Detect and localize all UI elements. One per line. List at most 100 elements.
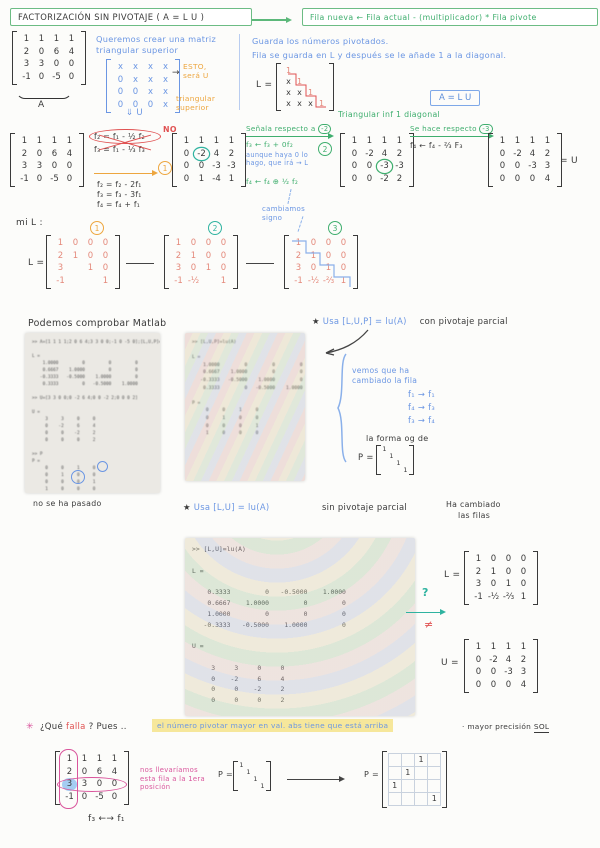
sehace-heading: Se hace respecto -3 — [410, 124, 493, 134]
mode2-label: sin pivotaje parcial — [322, 502, 408, 512]
step1-op-1: f₂ = f₂ - 2f₁ — [97, 180, 142, 189]
usa2-label: Usa — [193, 502, 211, 512]
asterisk-icon: ✳ — [26, 722, 34, 732]
op-f4b: f₄ ← f₄ - ⅔ F₃ — [410, 141, 463, 150]
step1-op-3: f₄ = f₄ + f₁ — [97, 200, 141, 209]
row-swap-note: f₃ ←→ f₁ — [88, 814, 125, 824]
annotation-circle-2 — [97, 461, 108, 472]
question-mark: ? — [422, 586, 429, 599]
l-sketch-label: L = — [256, 80, 273, 90]
step2-number: 2 — [318, 142, 332, 156]
senala-heading: Señala respecto a -2 — [246, 124, 332, 134]
star-icon: ★ — [312, 316, 320, 326]
sehace-text: Se hace respecto — [410, 124, 477, 133]
row-mapping-2: f₄ → f₃ — [408, 402, 436, 412]
alu-formula: A = L U — [439, 93, 472, 103]
usage2-line: ★ Usa [L,U] = lu(A) — [183, 502, 269, 512]
row-mapping-3: f₃ → f₄ — [408, 415, 436, 425]
note2-line1: Ha cambiado — [446, 500, 501, 509]
matrix-a-label: A — [38, 100, 45, 110]
observe-note: vemos que ha cambiado la fila — [352, 366, 418, 385]
l-hand-label: L = — [444, 570, 461, 580]
matlab-output-3: >> [L,U]=lu(A) L = 0.3333 0 -0.5000 1.00… — [192, 545, 346, 705]
p1-equals-label: P = — [218, 770, 233, 779]
que-falla-line: ¿Qué falla ? Pues .. — [40, 722, 127, 732]
esto-note: ESTO, será U — [183, 62, 209, 80]
matlab-output-2: >> [L,U,P]=lu(A) L = 1.0000 0 0 0 0.6667… — [192, 340, 303, 437]
u-pointer: ⇓ U — [126, 108, 143, 118]
step1-op-2: f₃ = f₃ - 3f₁ — [97, 190, 142, 199]
tail-text: mayor precisión — [467, 722, 532, 731]
matlab-output-1: >> A=[1 1 1 1;2 0 6 4;3 3 0 0;-1 0 -5 0]… — [32, 340, 160, 492]
matrix-step2: 1 1 1 1 0 -2 4 2 0 0 -3 -3 0 0 -2 2 — [340, 132, 414, 188]
q2-text: ? Pues .. — [88, 722, 127, 732]
mi-l-equals: L = — [28, 258, 45, 268]
red-x-mark — [98, 128, 152, 156]
l-step2-number: 2 — [208, 221, 222, 235]
q1-text: ¿Qué — [40, 722, 64, 732]
op-f3: f₃ ← f₃ + 0f₂ — [246, 140, 294, 149]
l-matrix-step3: 1 0 0 0 2 1 0 0 3 0 1 0 -1 -½ -⅔ 1 — [284, 234, 358, 290]
matlab-photo-3: >> [L,U]=lu(A) L = 0.3333 0 -0.5000 1.00… — [185, 538, 415, 716]
transition-line-1 — [126, 263, 154, 264]
equals-u-label: = U — [560, 156, 578, 166]
not-equal-sign: ≠ — [424, 618, 434, 631]
alu-box: A = L U — [430, 90, 481, 106]
blue-staircase-line — [292, 240, 351, 287]
fila-text: Fila se guarda en L y después se le añad… — [252, 50, 507, 60]
u-hand-matrix: 1 1 1 1 0 -2 4 2 0 0 -3 3 0 0 0 4 — [464, 638, 538, 694]
p-equals-label: P = — [358, 452, 374, 462]
usage1-line: ★ Usa [L,U,P] = lu(A) con pivotaje parci… — [312, 316, 508, 326]
underbrace — [16, 90, 72, 99]
matlab-heading: Podemos comprobar Matlab — [28, 318, 167, 329]
bottom-arrow — [287, 775, 345, 782]
title-box: FACTORIZACIÓN SIN PIVOTAJE ( A = L U ) — [10, 8, 252, 26]
mode1-label: con pivotaje parcial — [419, 316, 508, 326]
guarda-text: Guarda los números pivotados. — [252, 36, 389, 46]
blue-brace — [337, 353, 347, 463]
sign-connector — [287, 189, 292, 204]
dot-text: · — [462, 722, 465, 731]
page-title: FACTORIZACIÓN SIN PIVOTAJE ( A = L U ) — [18, 12, 205, 22]
senala-text: Señala respecto a — [246, 124, 316, 133]
esto-arrow: → — [172, 68, 180, 78]
matrix-step1: 1 1 1 1 0 -2 4 2 0 0 -3 -3 0 1 -4 1 — [172, 132, 246, 188]
triangular-inf-note: Triangular inf 1 diagonal — [338, 110, 440, 119]
row-mapping-1: f₁ → f₁ — [408, 389, 436, 399]
cambiamos-note: cambiamos signo — [262, 205, 306, 222]
formula2: [L,U] = lu(A) — [213, 502, 270, 512]
l-hand-matrix: 1 0 0 0 2 1 0 0 3 0 1 0 -1 -½ -⅔ 1 — [464, 550, 538, 606]
matrix-a-step0: 1 1 1 1 2 0 6 4 3 3 0 0 -1 0 -5 0 — [10, 132, 84, 188]
step1-arrow — [94, 169, 158, 176]
flow-arrow — [252, 16, 292, 23]
matrix-u-final: 1 1 1 1 0 -2 4 2 0 0 -3 3 0 0 0 4 — [488, 132, 562, 188]
pink-row-oval — [57, 777, 127, 792]
red-staircase-line — [288, 73, 326, 108]
mi-l-heading: mi L : — [16, 218, 43, 228]
sehace-underline-arrow — [410, 132, 494, 139]
pivot-rule: Fila nueva ← Fila actual - (multiplicado… — [310, 13, 537, 22]
highlighted-rule: el número pivotar mayor en val. abs tien… — [152, 719, 394, 732]
rule-box: Fila nueva ← Fila actual - (multiplicado… — [302, 8, 598, 26]
precision-note: · mayor precisión SOL — [462, 722, 550, 733]
transition-line-2 — [246, 263, 274, 264]
senala-pivot: -2 — [318, 124, 332, 134]
l-step1-number: 1 — [90, 221, 104, 235]
senala-underline-arrow — [246, 132, 334, 139]
matlab-photo-1: >> A=[1 1 1 1;2 0 6 4;3 3 0 0;-1 0 -5 0]… — [25, 333, 160, 493]
l-matrix-step2: 1 0 0 0 2 1 0 0 3 0 1 0 -1 -½ 1 — [164, 234, 238, 290]
l-matrix-step1: 1 0 0 0 2 1 0 0 3 1 0 -1 1 — [46, 234, 120, 290]
note2-line2: las filas — [458, 511, 491, 520]
op-f4: f₄ ← f₄ ⊕ ½ f₂ — [246, 177, 299, 186]
pointer-arrow — [325, 329, 369, 356]
u-hand-label: U = — [441, 658, 459, 668]
triangular-superior-note: triangular superior — [176, 94, 216, 112]
no-label: NO — [163, 125, 177, 134]
annotation-circle-1 — [71, 470, 85, 484]
compare-arrow — [406, 608, 446, 615]
